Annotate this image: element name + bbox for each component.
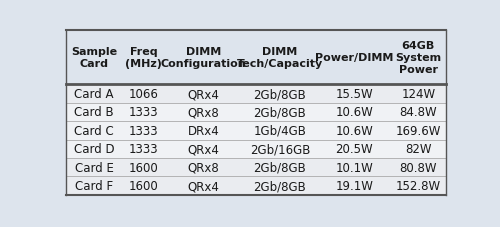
Text: Card E: Card E <box>75 161 114 174</box>
Text: 2Gb/8GB: 2Gb/8GB <box>254 88 306 101</box>
Text: 20.5W: 20.5W <box>336 143 373 156</box>
Text: 2Gb/8GB: 2Gb/8GB <box>254 161 306 174</box>
Text: 169.6W: 169.6W <box>396 124 441 137</box>
Text: Power/DIMM: Power/DIMM <box>315 53 394 63</box>
Text: Card A: Card A <box>74 88 114 101</box>
Text: QRx8: QRx8 <box>188 106 220 119</box>
Bar <box>66 177 446 195</box>
Text: 1600: 1600 <box>129 179 158 192</box>
Text: QRx4: QRx4 <box>188 179 220 192</box>
Bar <box>66 31 446 85</box>
Text: 152.8W: 152.8W <box>396 179 441 192</box>
Bar <box>66 85 446 103</box>
Text: QRx4: QRx4 <box>188 88 220 101</box>
Text: 64GB
System
Power: 64GB System Power <box>395 41 442 75</box>
Text: QRx4: QRx4 <box>188 143 220 156</box>
Text: 2Gb/16GB: 2Gb/16GB <box>250 143 310 156</box>
Text: Card D: Card D <box>74 143 114 156</box>
Text: 82W: 82W <box>405 143 431 156</box>
Text: 1066: 1066 <box>129 88 158 101</box>
Text: DRx4: DRx4 <box>188 124 220 137</box>
Text: 80.8W: 80.8W <box>400 161 437 174</box>
Text: 2Gb/8GB: 2Gb/8GB <box>254 106 306 119</box>
Text: Card F: Card F <box>75 179 114 192</box>
Text: 2Gb/8GB: 2Gb/8GB <box>254 179 306 192</box>
Bar <box>66 158 446 177</box>
Text: 10.1W: 10.1W <box>336 161 373 174</box>
Bar <box>66 122 446 140</box>
Text: QRx8: QRx8 <box>188 161 220 174</box>
Text: 1333: 1333 <box>129 143 158 156</box>
Text: 19.1W: 19.1W <box>336 179 373 192</box>
Text: DIMM
Tech/Capacity: DIMM Tech/Capacity <box>237 47 323 69</box>
Text: 1333: 1333 <box>129 106 158 119</box>
Text: Card B: Card B <box>74 106 114 119</box>
Text: 1600: 1600 <box>129 161 158 174</box>
Text: 84.8W: 84.8W <box>400 106 437 119</box>
Text: 10.6W: 10.6W <box>336 124 373 137</box>
Text: Card C: Card C <box>74 124 114 137</box>
Text: 10.6W: 10.6W <box>336 106 373 119</box>
Text: 1333: 1333 <box>129 124 158 137</box>
Text: Freq
(MHz): Freq (MHz) <box>126 47 162 69</box>
Text: 1Gb/4GB: 1Gb/4GB <box>254 124 306 137</box>
Bar <box>66 103 446 122</box>
Text: 124W: 124W <box>401 88 436 101</box>
Text: DIMM
Configuration: DIMM Configuration <box>161 47 246 69</box>
Text: Sample
Card: Sample Card <box>71 47 118 69</box>
Text: 15.5W: 15.5W <box>336 88 373 101</box>
Bar <box>66 140 446 158</box>
